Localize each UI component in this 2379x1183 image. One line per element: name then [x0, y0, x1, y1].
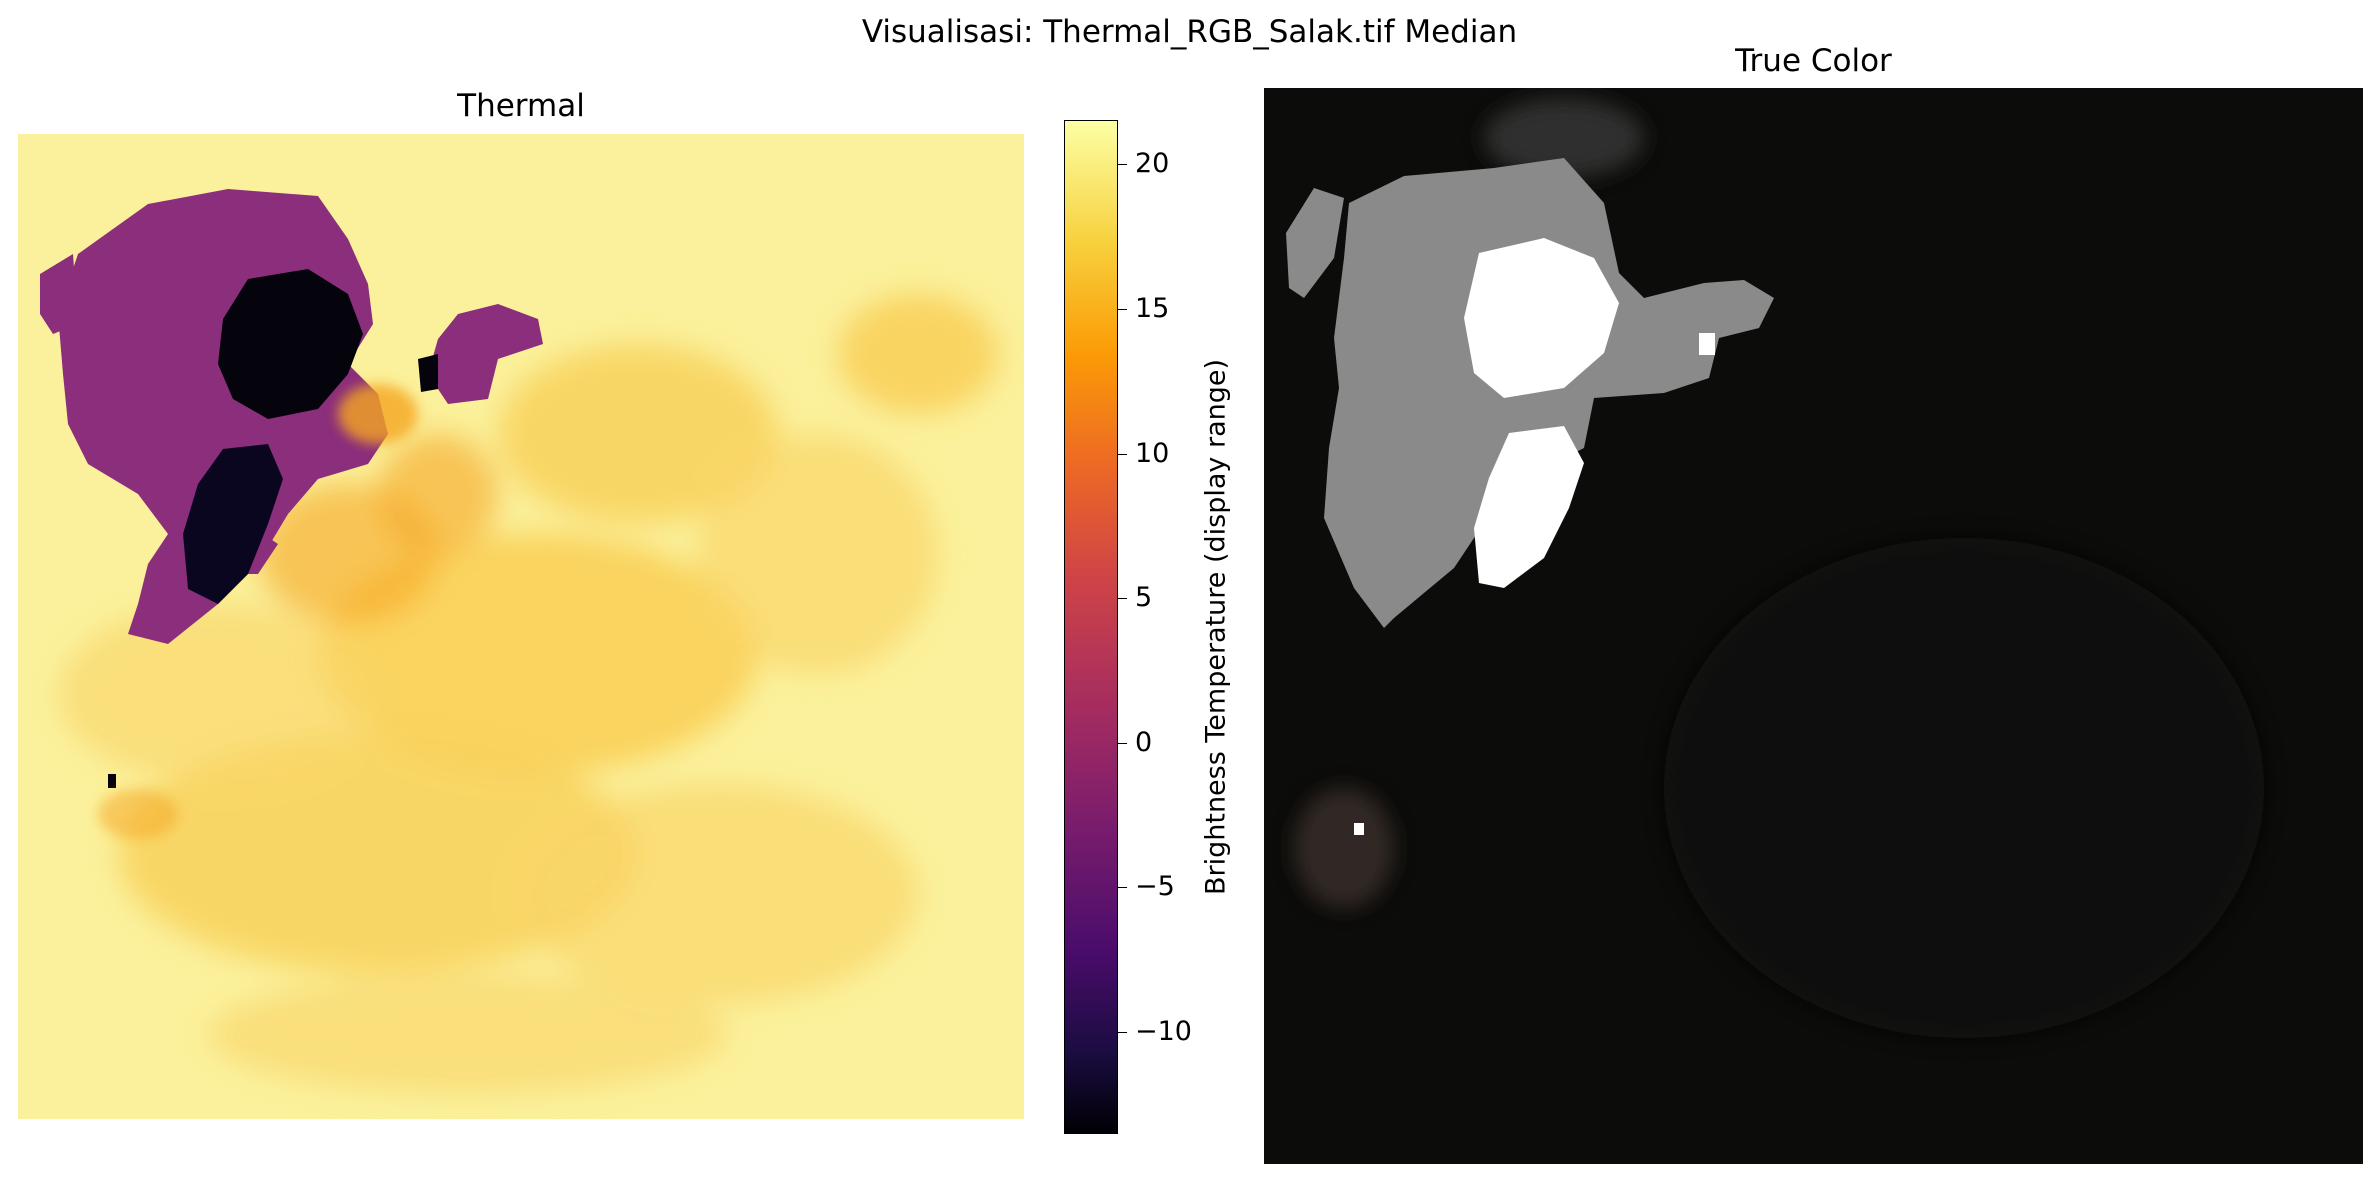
rgb-gray-mask — [1286, 158, 1774, 628]
thermal-panel-title: Thermal — [457, 88, 585, 124]
rgb-panel-title: True Color — [1735, 43, 1892, 79]
colorbar — [1064, 120, 1118, 1134]
thermal-warm-patches — [58, 294, 998, 1094]
thermal-heatmap — [18, 134, 1024, 1119]
thermal-image — [18, 134, 1024, 1119]
colorbar-tick — [1117, 598, 1127, 600]
rgb-white-mask — [1354, 238, 1715, 835]
colorbar-tick — [1117, 887, 1127, 889]
colorbar-tick — [1117, 164, 1127, 166]
colorbar-gradient — [1065, 121, 1117, 1133]
colorbar-tick-label: 0 — [1135, 726, 1153, 758]
figure-title: Visualisasi: Thermal_RGB_Salak.tif Media… — [861, 14, 1518, 50]
colorbar-label: Brightness Temperature (display range) — [1200, 358, 1232, 896]
thermal-cold-zone — [108, 269, 438, 788]
rgb-image — [1264, 88, 2363, 1164]
colorbar-tick — [1117, 453, 1127, 455]
rgb-terrain-texture — [1294, 98, 2264, 1038]
colorbar-tick-label: 5 — [1135, 582, 1153, 614]
colorbar-tick — [1117, 1031, 1127, 1033]
colorbar-tick-label: −5 — [1135, 871, 1175, 903]
thermal-orange-edges — [98, 384, 418, 839]
colorbar-tick-label: 10 — [1135, 437, 1170, 469]
colorbar-tick-label: 15 — [1135, 292, 1170, 324]
colorbar-tick — [1117, 308, 1127, 310]
colorbar-tick — [1117, 742, 1127, 744]
rgb-composite — [1264, 88, 2363, 1164]
colorbar-tick-label: 20 — [1135, 148, 1170, 180]
colorbar-tick-label: −10 — [1135, 1015, 1192, 1047]
